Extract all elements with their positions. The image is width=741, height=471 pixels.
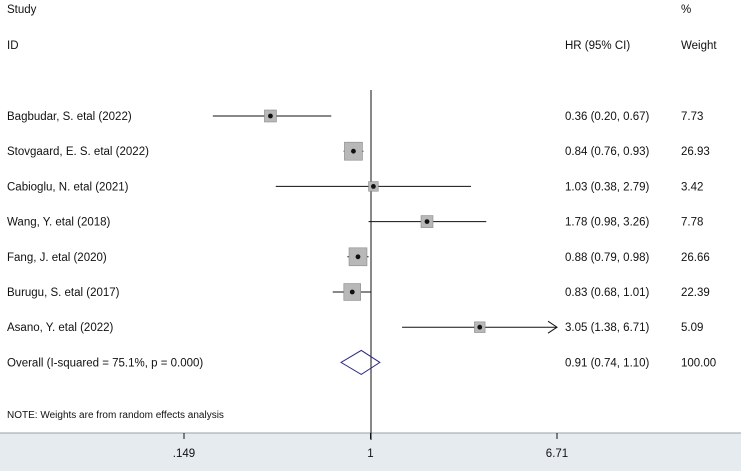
study-ci-text: 0.88 (0.79, 0.98)	[565, 252, 650, 264]
study-ci-text: 1.78 (0.98, 3.26)	[565, 217, 650, 229]
header-percent: %	[681, 4, 691, 16]
x-axis-ticks: .149 1 6.71	[173, 433, 568, 460]
study-weight-text: 26.66	[681, 252, 710, 264]
ci-arrow	[547, 320, 558, 334]
overall-weight-text: 100.00	[681, 357, 716, 369]
footnote: NOTE: Weights are from random effects an…	[7, 410, 224, 421]
study-ci-text: 0.36 (0.20, 0.67)	[565, 111, 650, 123]
study-ci-text: 0.83 (0.68, 1.01)	[565, 287, 650, 299]
study-label: Stovgaard, E. S. etal (2022)	[7, 146, 149, 158]
study-ci-text: 0.84 (0.76, 0.93)	[565, 146, 650, 158]
point-estimate	[424, 219, 430, 225]
study-weight-text: 5.09	[681, 322, 703, 334]
study-weight-text: 26.93	[681, 146, 710, 158]
header-weight: Weight	[681, 40, 717, 52]
point-estimate	[371, 184, 376, 189]
point-estimate	[355, 254, 361, 260]
point-estimate	[349, 289, 355, 295]
overall-diamond	[340, 349, 381, 375]
study-ci-text: 3.05 (1.38, 6.71)	[565, 322, 650, 334]
study-weight-text: 7.78	[681, 217, 703, 229]
x-tick-label: .149	[173, 448, 195, 460]
point-estimate	[268, 113, 273, 119]
study-label: Burugu, S. etal (2017)	[7, 287, 120, 299]
point-estimate	[351, 148, 356, 154]
study-weight-text: 7.73	[681, 111, 703, 123]
x-tick-label: 1	[367, 448, 373, 460]
header-hr: HR (95% CI)	[565, 40, 630, 52]
study-label: Fang, J. etal (2020)	[7, 252, 107, 264]
study-rows: Bagbudar, S. etal (2022) 0.36 (0.20, 0.67…	[7, 109, 716, 375]
study-ci-text: 1.03 (0.38, 2.79)	[565, 181, 650, 193]
overall-ci-text: 0.91 (0.74, 1.10)	[565, 357, 650, 369]
study-label: Asano, Y. etal (2022)	[7, 322, 114, 334]
point-estimate	[477, 324, 483, 330]
study-label: Bagbudar, S. etal (2022)	[7, 111, 132, 123]
header-study: Study	[7, 4, 37, 16]
header-id: ID	[7, 40, 19, 52]
overall-label: Overall (I-squared = 75.1%, p = 0.000)	[7, 357, 203, 369]
study-weight-text: 3.42	[681, 181, 703, 193]
study-label: Wang, Y. etal (2018)	[7, 217, 111, 229]
study-weight-text: 22.39	[681, 287, 710, 299]
study-label: Cabioglu, N. etal (2021)	[7, 181, 129, 193]
x-tick-label: 6.71	[546, 448, 568, 460]
